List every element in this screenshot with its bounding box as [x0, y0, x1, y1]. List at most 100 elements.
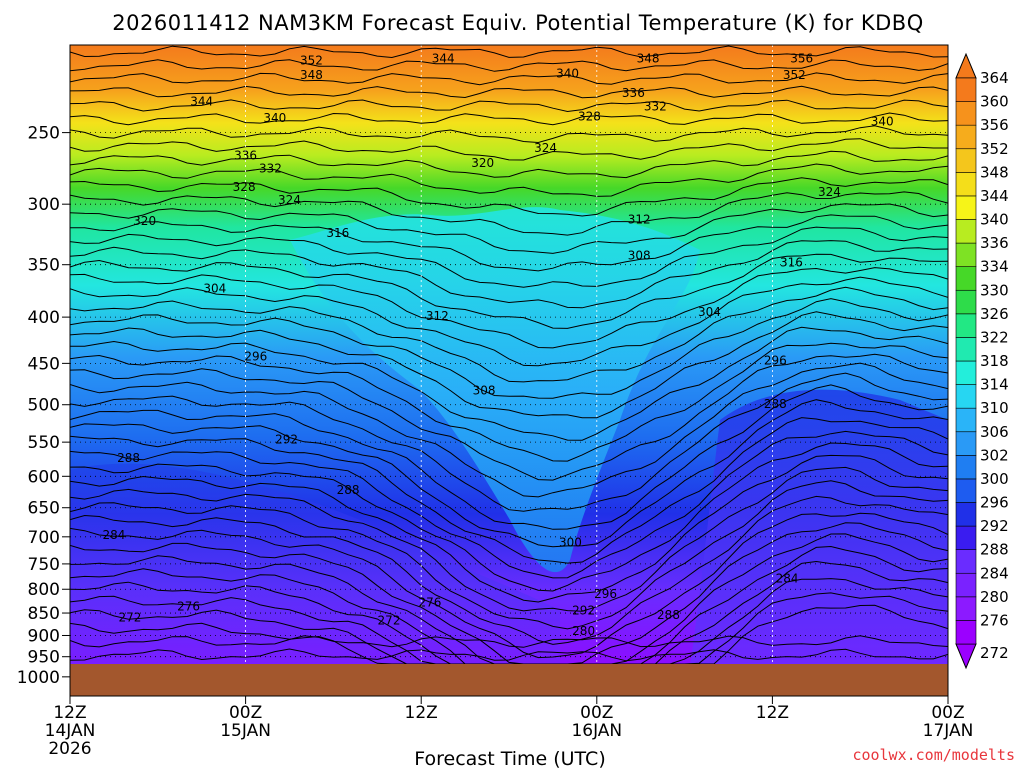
- x-tick-label: 17JAN: [923, 721, 974, 741]
- contour-line: [70, 72, 948, 86]
- colorbar-extend-bottom: [955, 643, 977, 670]
- colorbar-swatch: [955, 620, 977, 645]
- y-tick-label: 400: [28, 308, 60, 328]
- contour-label: 296: [594, 587, 617, 601]
- contour-line: [70, 442, 948, 592]
- contour-line: [70, 125, 948, 144]
- y-tick-label: 800: [28, 580, 60, 600]
- contour-label: 292: [572, 604, 595, 618]
- contour-label: 316: [326, 226, 349, 240]
- contour-label: 284: [102, 528, 125, 542]
- y-tick-label: 850: [28, 604, 60, 624]
- colorbar-label: 334: [980, 258, 1009, 276]
- y-tick-label: 300: [28, 195, 60, 215]
- x-tick-label: 00Z: [229, 703, 262, 723]
- colorbar-label: 348: [980, 163, 1009, 181]
- contour-label: 344: [432, 52, 455, 66]
- contour-label: 284: [776, 571, 799, 585]
- colorbar-swatch: [955, 148, 977, 173]
- colorbar-swatch: [955, 337, 977, 362]
- colorbar-label: 310: [980, 399, 1009, 417]
- x-tick-label: 12Z: [53, 703, 86, 723]
- contour-label: 324: [278, 193, 301, 207]
- contour-line: [70, 240, 948, 309]
- contour-line: [70, 138, 948, 161]
- contour-label: 272: [378, 613, 401, 627]
- contour-label: 280: [572, 624, 595, 638]
- contour-label: 340: [871, 114, 894, 128]
- contour-line: [70, 495, 948, 645]
- colorbar-label: 284: [980, 564, 1009, 582]
- colorbar-swatch: [955, 431, 977, 456]
- colorbar-label: 318: [980, 352, 1009, 370]
- contour-line: [70, 384, 948, 530]
- contour-line: [70, 150, 948, 179]
- contour-line: [70, 353, 948, 481]
- colorbar-label: 296: [980, 494, 1009, 512]
- colorbar-label: 360: [980, 93, 1009, 111]
- colorbar-label: 322: [980, 328, 1009, 346]
- contour-line: [70, 372, 948, 512]
- contour-line: [70, 214, 948, 272]
- colorbar-swatch: [955, 242, 977, 267]
- warm-moist-bowl: [290, 207, 700, 573]
- colorbar-label: 288: [980, 541, 1009, 559]
- contour-line: [70, 512, 948, 659]
- colorbar-swatch: [955, 313, 977, 338]
- colorbar-swatch: [955, 289, 977, 315]
- colorbar-swatch: [955, 407, 977, 433]
- colorbar-swatch: [955, 525, 977, 550]
- contour-label: 288: [117, 451, 140, 465]
- x-axis-label: Forecast Time (UTC): [414, 748, 605, 768]
- contour-line: [70, 454, 948, 603]
- contour-label: 316: [780, 255, 803, 269]
- colorbar-swatch: [955, 360, 977, 385]
- contour-label: 288: [337, 483, 360, 497]
- colorbar-label: 344: [980, 187, 1009, 205]
- contour-line: [70, 177, 948, 217]
- x-tick-label: 00Z: [580, 703, 613, 723]
- y-tick-label: 550: [28, 433, 60, 453]
- colorbar: 272 276 280 284 288 292 296 300 302 306 310 314 318 3…: [955, 52, 1009, 670]
- colorbar-swatch: [955, 384, 977, 409]
- x-tick-label: 2026: [48, 739, 91, 759]
- colorbar-label: 352: [980, 140, 1009, 158]
- contour-line: [70, 191, 948, 236]
- colorbar-swatch: [955, 77, 977, 102]
- colorbar-label: 336: [980, 234, 1009, 252]
- contour-label: 348: [637, 52, 660, 66]
- credit-link[interactable]: coolwx.com/modelts: [852, 746, 1015, 764]
- contour-line: [70, 163, 948, 197]
- contour-line: [70, 362, 948, 498]
- y-tick-label: 1000: [17, 668, 60, 688]
- contour-label: 276: [177, 600, 200, 614]
- contour-line: [70, 298, 948, 399]
- colorbar-swatch: [955, 195, 977, 220]
- y-tick-label: 450: [28, 354, 60, 374]
- grid-lines: [70, 45, 948, 696]
- contour-label: 356: [790, 52, 813, 66]
- colorbar-swatch: [955, 219, 977, 244]
- colorbar-label: 326: [980, 305, 1009, 323]
- y-tick-label: 250: [28, 124, 60, 144]
- colorbar-swatch: [955, 455, 977, 480]
- contour-line: [70, 648, 948, 662]
- contour-line: [70, 226, 948, 288]
- contour-label: 320: [471, 156, 494, 170]
- y-tick-label: 900: [28, 626, 60, 646]
- contour-line: [70, 286, 948, 383]
- contour-label: 332: [644, 100, 667, 114]
- contour-label: 328: [233, 180, 256, 194]
- colorbar-swatch: [955, 124, 977, 150]
- contour-label: 348: [300, 68, 323, 82]
- contour-label: 324: [534, 141, 557, 155]
- contour-label: 308: [473, 383, 496, 397]
- contour-line: [70, 326, 948, 441]
- contour-label: 312: [426, 309, 449, 323]
- y-tick-label: 750: [28, 555, 60, 575]
- x-tick-label: 16JAN: [571, 721, 622, 741]
- contour-line: [70, 399, 948, 548]
